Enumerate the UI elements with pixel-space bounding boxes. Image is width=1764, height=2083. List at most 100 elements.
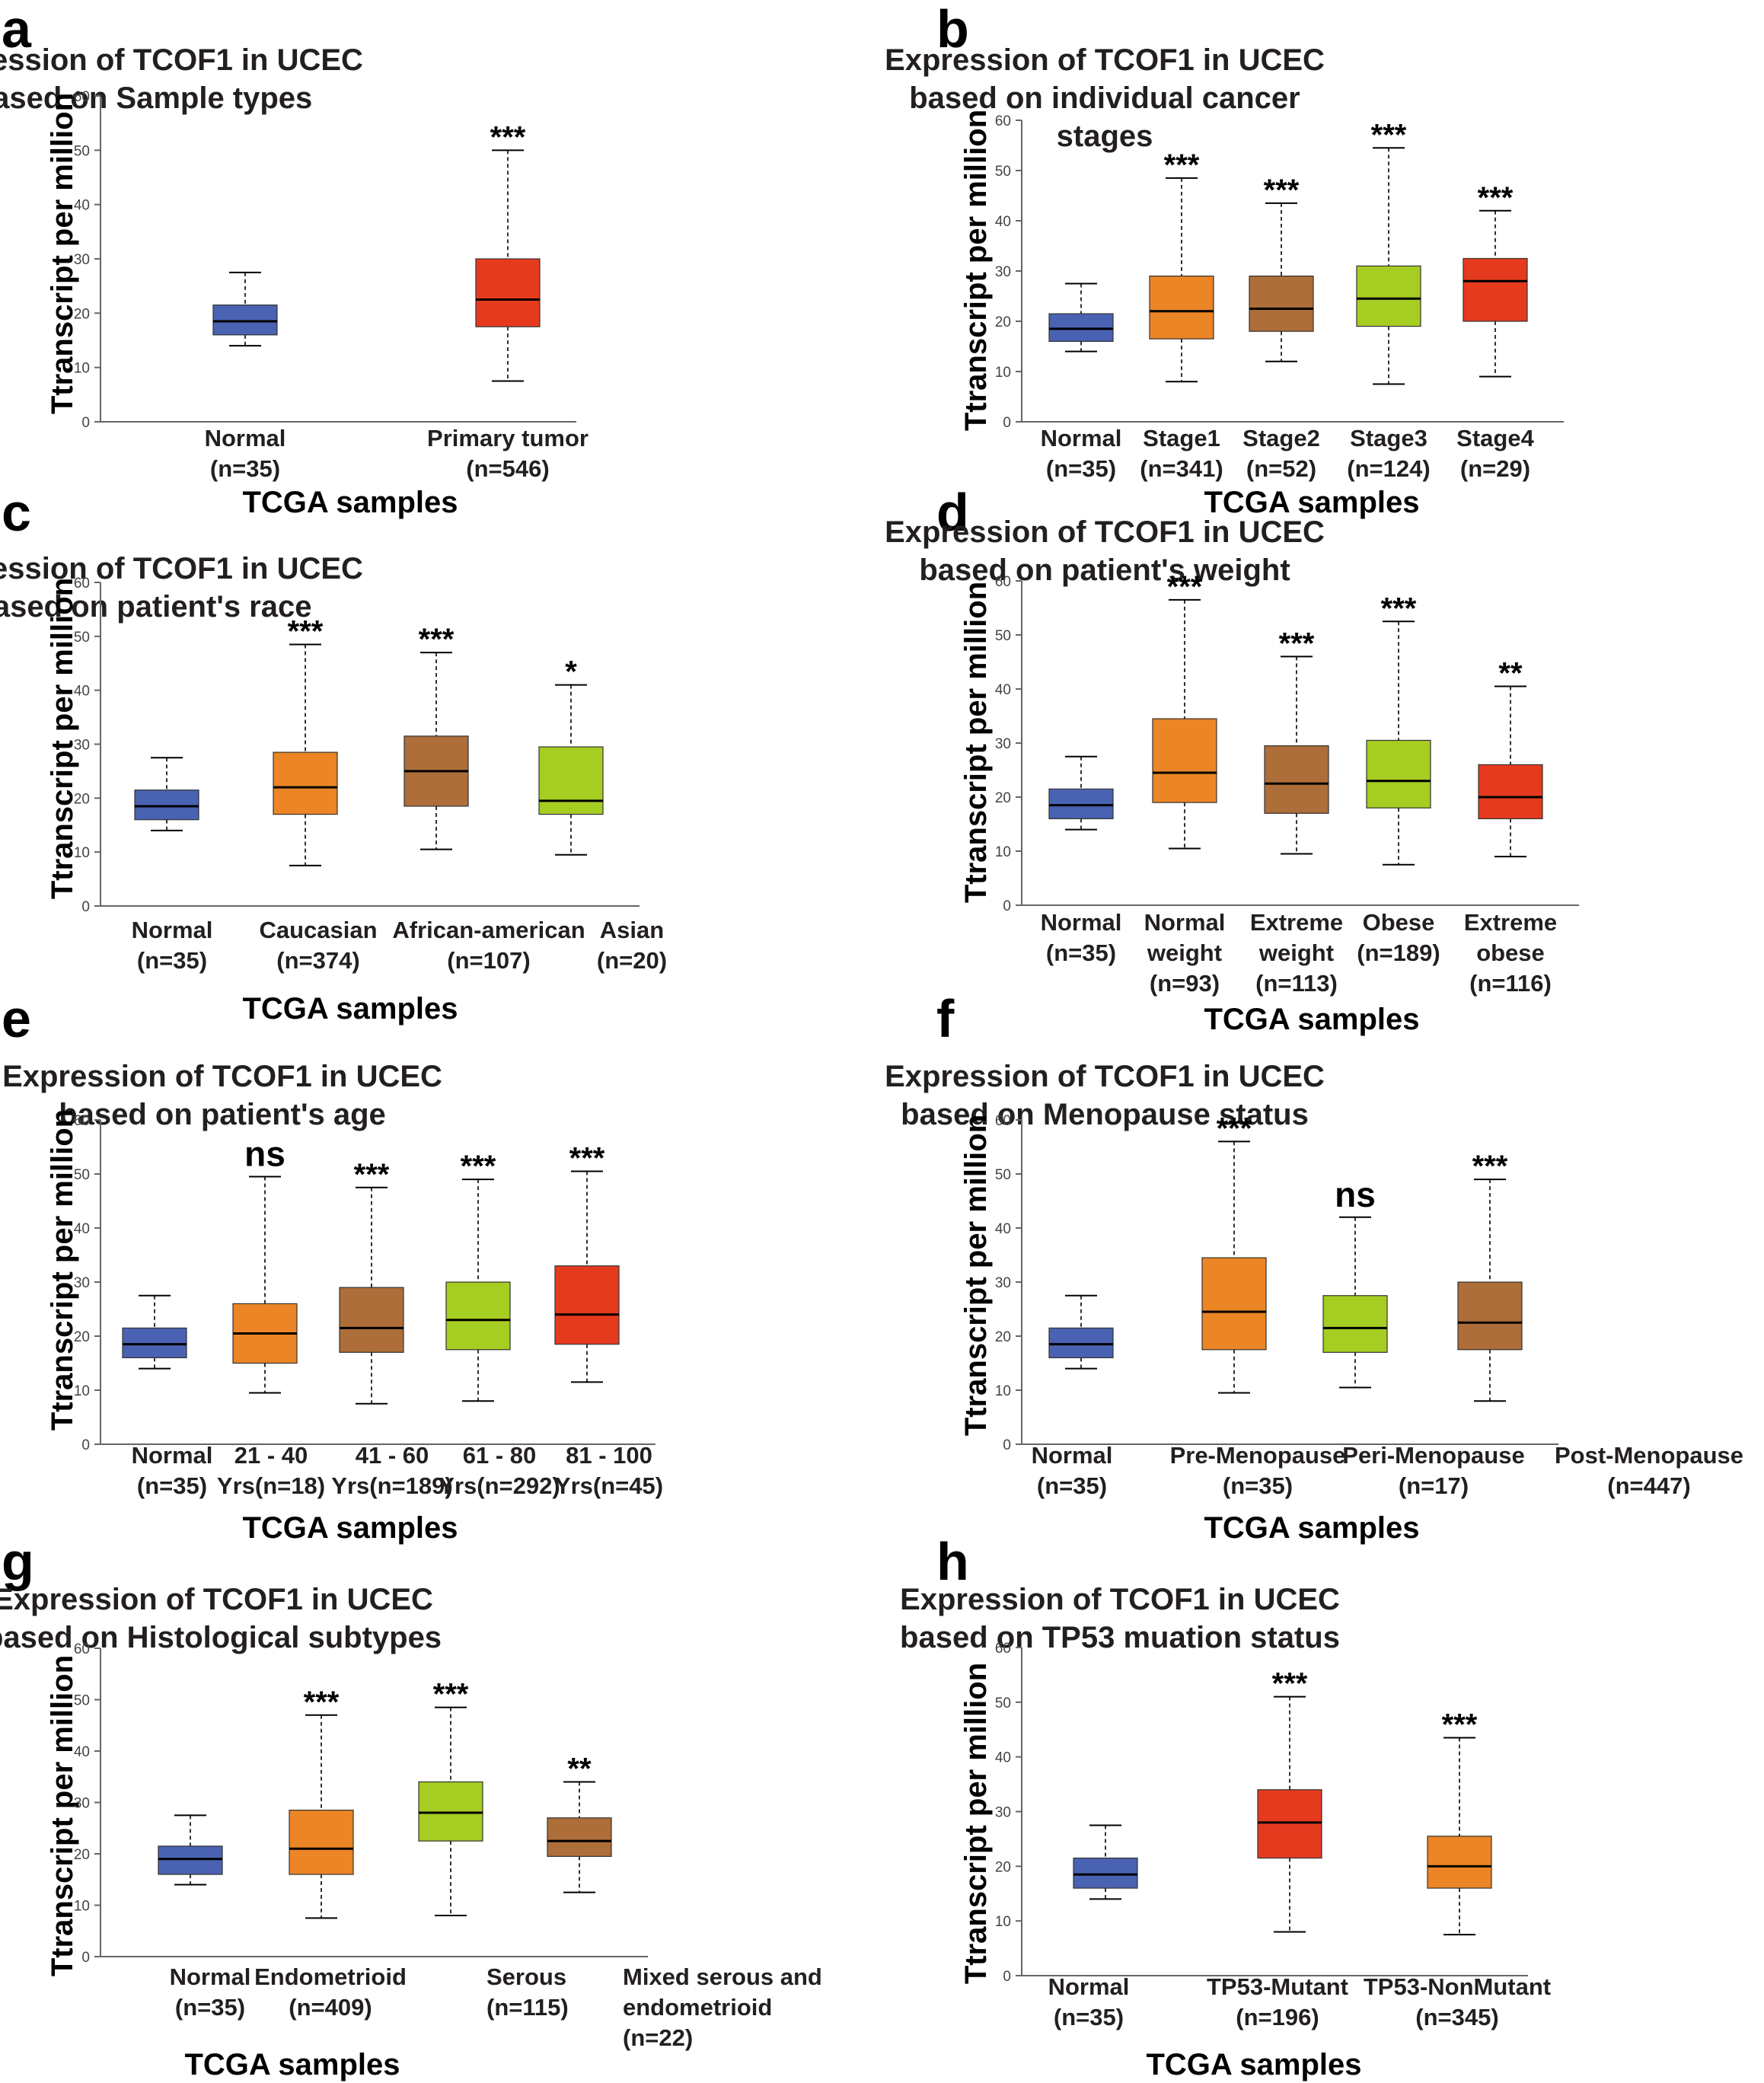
iqr-box [122,1327,187,1358]
box-1: *** Pre-Menopause (n=35) [1170,1112,1346,1499]
y-axis-label: Ttranscript per million [959,1663,993,1984]
panel-letter: c [2,483,31,542]
y-tick-label: 60 [995,574,1011,590]
category-label: (n=189) [1357,939,1440,966]
iqr-box [1427,1836,1492,1889]
chart-title-line: based on Sample types [0,81,312,115]
y-tick-label: 40 [995,682,1011,698]
iqr-box [418,1781,483,1842]
chart-title-line: Expression of TCOF1 in UCEC [0,43,363,77]
category-label: Asian [600,917,664,943]
y-tick-label: 60 [74,576,90,592]
iqr-box [212,305,278,336]
y-tick-label: 30 [995,1275,1011,1291]
iqr-box [1463,257,1528,322]
box-1: ns 21 - 40 Yrs(n=18) [217,1134,325,1499]
chart-title-line: based on Menopause status [901,1098,1309,1131]
iqr-box [1322,1295,1388,1353]
category-label: Peri-Menopause [1342,1442,1524,1469]
y-tick-label: 10 [74,1383,90,1399]
significance-marker: ns [244,1134,285,1174]
box-1: *** Primary tumor (n=546) [427,120,589,482]
panel-letter: g [2,1532,34,1591]
category-label: (n=20) [597,947,667,974]
iqr-box [1249,276,1314,332]
significance-marker: *** [1264,174,1300,207]
iqr-box [1264,745,1329,814]
significance-marker: *** [1381,592,1417,625]
category-label: (n=35) [1037,1472,1107,1499]
category-label: Normal [170,1963,251,1990]
y-tick-label: 50 [74,143,90,159]
y-tick-label: 20 [74,791,90,807]
y-tick-label: 40 [995,1221,1011,1237]
category-label: Endometrioid [254,1963,407,1990]
category-label: Yrs(n=18) [217,1472,325,1499]
category-label: (n=35) [210,455,280,482]
category-label: African-american [392,917,585,943]
significance-marker: *** [1164,148,1200,182]
y-tick-label: 20 [995,314,1011,330]
iqr-box [538,746,604,815]
category-label: TP53-NonMutant [1364,1973,1551,2000]
y-axis-label: Ttranscript per million [959,1115,993,1436]
y-tick-label: 0 [81,1437,90,1453]
y-tick-label: 10 [995,1914,1011,1930]
y-tick-label: 50 [995,164,1011,180]
category-label: (n=35) [137,947,207,974]
iqr-box [158,1845,223,1875]
chart-title-line: Expression of TCOF1 in UCEC [0,1583,433,1616]
category-label: Caucasian [259,917,377,943]
iqr-box [1356,265,1421,327]
y-axis-label: Ttranscript per million [46,93,79,414]
box-3: *** Stage3 (n=124) [1347,118,1430,482]
panel-c: c Expression of TCOF1 in UCEC based on pat… [0,483,667,1026]
box-2: *** Extreme weight (n=113) [1250,627,1343,997]
significance-marker: ** [567,1753,592,1786]
y-tick-label: 30 [74,252,90,268]
panel-e: e Expression of TCOF1 in UCEC based on pat… [2,989,663,1545]
significance-marker: *** [490,120,526,154]
category-label: Yrs(n=292) [439,1472,560,1499]
category-label: TP53-Mutant [1207,1973,1348,2000]
box-2: *** Serous (n=115) [418,1678,569,2021]
iqr-box [475,258,541,327]
y-tick-label: 30 [74,1796,90,1812]
y-axis-label: Ttranscript per million [46,1655,79,1976]
y-tick-label: 20 [74,1847,90,1863]
significance-marker: *** [433,1678,469,1711]
y-tick-label: 50 [74,1167,90,1183]
iqr-box [1073,1857,1138,1889]
significance-marker: *** [569,1141,605,1175]
y-tick-label: 10 [74,845,90,861]
panel-letter: f [936,989,955,1048]
chart-title-line: based on patient's race [0,590,312,624]
category-label: Stage1 [1143,425,1220,451]
box-2: *** Stage2 (n=52) [1242,174,1320,482]
y-tick-label: 60 [995,1113,1011,1129]
box-4: *** Stage4 (n=29) [1456,181,1534,482]
category-label: Extreme [1464,909,1557,936]
box-3: *** 61 - 80 Yrs(n=292) [439,1150,560,1499]
box-0: Normal (n=35) [205,271,285,482]
y-tick-label: 0 [1003,1969,1011,1985]
iqr-box [1457,1281,1523,1351]
y-tick-label: 20 [74,1329,90,1345]
box-2: *** 41 - 60 Yrs(n=189) [331,1158,452,1499]
category-label: Normal [1144,909,1226,936]
iqr-box [1048,1327,1114,1358]
panel-letter: e [2,989,31,1048]
iqr-box [339,1287,404,1353]
chart-title-line: based on TP53 muation status [900,1621,1340,1654]
chart-title-line: based on patient's weight [919,553,1290,587]
y-tick-label: 20 [74,306,90,322]
box-0: Normal (n=35) [1041,282,1121,482]
category-label: Post-Menopause [1555,1442,1743,1469]
panel-letter: b [936,0,969,59]
significance-marker: *** [354,1158,390,1191]
chart-title-line: based on patient's age [59,1098,386,1131]
